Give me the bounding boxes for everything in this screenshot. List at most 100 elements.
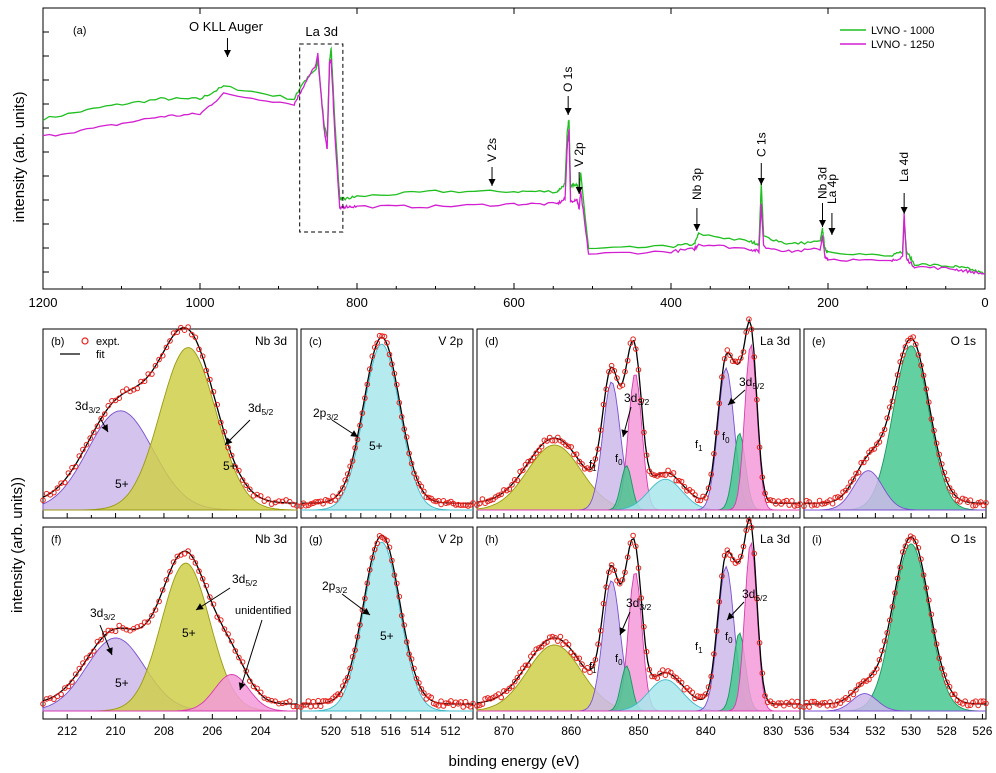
panel-h-label: (h) [485, 534, 498, 546]
f-arrow-unidentified-head [238, 682, 246, 690]
panel-f-expt-point [43, 696, 50, 702]
panel-h-expt-point [746, 518, 752, 524]
panel-h-expt-point [487, 696, 494, 702]
panel-h-expt-point [703, 691, 709, 697]
panel-e-expt-point [876, 439, 883, 445]
panel-e-expt-point [881, 426, 888, 433]
panel-i-expt-point [965, 702, 971, 709]
panel-c-expt-point [421, 488, 427, 495]
d-ann-f0-b: f0 [722, 431, 730, 445]
panel-h-expt-point [638, 595, 645, 601]
panel-g-expt-point [421, 690, 427, 696]
panel-f-expt-point [72, 671, 79, 678]
panel-e-expt-point [863, 455, 870, 462]
panel-i-expt-point [936, 655, 943, 662]
panel-g-expt-point [413, 675, 420, 682]
panel-h-expt-point [624, 554, 631, 561]
panel-h-expt-point [525, 662, 531, 668]
panel-g-expt-point [312, 703, 319, 709]
panel-f-expt-point [199, 576, 206, 582]
panel-d-expt-point [600, 401, 607, 408]
panel-e-expt-point [957, 499, 963, 505]
panel-i-expt-point [975, 702, 982, 709]
panel-g-expt-point [443, 700, 449, 706]
h-ann-f0-b: f0 [725, 631, 733, 645]
panel-h-expt-point [522, 662, 529, 669]
panel-f-expt-point [80, 660, 86, 666]
d-arrow-3d52-head [728, 397, 736, 405]
panel-h-expt-point [711, 651, 717, 657]
panel-c-expt-point [340, 485, 346, 491]
d-ann-3d52: 3d5/2 [739, 375, 765, 391]
panel-f-label: (f) [51, 534, 61, 546]
panel-h-expt-point [576, 655, 583, 662]
panel-i-expt-point [944, 679, 950, 686]
panel-b-expt-point [290, 501, 297, 508]
panel-g-expt-point [406, 651, 412, 657]
panel-e-expt-point [853, 470, 859, 477]
panel-h-expt-point [654, 675, 661, 681]
panel-i-expt-point [962, 698, 969, 705]
panel-c-frame [300, 328, 474, 519]
panel-b-expt-point [91, 429, 97, 436]
panel-c-expt-point [359, 410, 366, 416]
panel-i-expt-point [832, 702, 839, 708]
panel-f-expt-point [178, 552, 184, 558]
c-arrow-2p32-head [350, 430, 358, 437]
panel-e-expt-point [928, 416, 935, 422]
panel-i-expt-point [913, 538, 919, 545]
panel-b-expt-point [65, 470, 72, 476]
panel-e-expt-point [837, 494, 844, 501]
panel-f-expt-point [152, 607, 159, 613]
panel-i-xtick-label-4: 528 [937, 724, 957, 738]
d-ann-f1-b: f1 [695, 439, 703, 453]
panel-i-expt-point [939, 665, 945, 672]
panel-i-expt-point [829, 702, 836, 709]
panel-f-expt-point [207, 594, 213, 600]
panel-e-expt-point [814, 502, 820, 508]
h-arrow-3d32-head [619, 627, 627, 635]
panel-e-expt-point [861, 459, 867, 466]
panel-b-expt-point [207, 376, 213, 383]
panel-d-expt-point [614, 375, 620, 381]
panel-h-expt-point [509, 683, 515, 690]
a-la3d-box [299, 43, 344, 233]
panel-g-expt-point [396, 593, 403, 600]
panel-d-expt-point [498, 491, 505, 498]
h-ann-f0-a: f0 [615, 653, 623, 667]
panel-b-expt-point [239, 477, 246, 483]
panel-i-component-main [804, 543, 986, 712]
panel-i-expt-point [978, 698, 984, 705]
panel-e-expt-point [829, 500, 836, 507]
panel-f-component-unidentified [43, 674, 297, 712]
panel-c-expt-point [325, 497, 331, 504]
a-xtick-label-6: 0 [981, 295, 988, 310]
panel-c-expt-point [433, 498, 439, 505]
panel-e-expt-point [897, 359, 904, 365]
panel-d-expt-point [694, 497, 701, 504]
a-ann-o-1s: O 1s [561, 67, 575, 92]
panel-g-expt-point [440, 703, 447, 709]
panel-i-expt-point [941, 672, 948, 678]
panel-i-expt-point [923, 585, 930, 591]
panel-b-expt-point [116, 395, 122, 402]
panel-d-expt-point [635, 367, 642, 373]
panel-h-expt-point [708, 673, 715, 680]
panel-d-expt-point [643, 452, 650, 459]
panel-i-expt-point [881, 638, 888, 644]
panel-h-expt-point [511, 678, 518, 685]
panel-d-expt-point [654, 473, 661, 479]
panel-h-expt-point [552, 634, 558, 641]
panel-d-expt-point [713, 429, 720, 436]
panel-d-expt-point [751, 354, 758, 360]
d-ann-3d32: 3d3/2 [624, 391, 650, 407]
panel-d-expt-point [783, 497, 790, 504]
panel-b-expt-point [225, 444, 231, 451]
panel-h-expt-point [729, 556, 736, 563]
panel-e-expt-point [975, 500, 982, 506]
panel-g-expt-point [423, 696, 430, 702]
panel-d-expt-point [485, 498, 491, 505]
f-arrow-3d32-head [106, 647, 113, 655]
panel-i-expt-point [879, 647, 885, 654]
panel-d-expt-point [616, 383, 623, 390]
